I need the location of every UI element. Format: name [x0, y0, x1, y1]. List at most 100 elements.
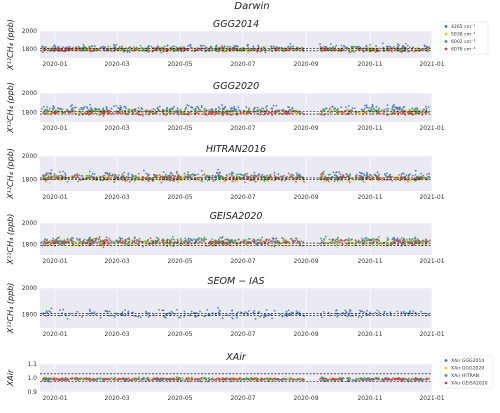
- data-point: [237, 173, 239, 176]
- x-tick-label: 2020-11: [357, 125, 382, 132]
- data-point: [288, 46, 291, 48]
- data-point: [393, 104, 395, 106]
- data-point: [52, 107, 54, 110]
- data-point: [188, 240, 191, 243]
- data-point: [324, 235, 327, 238]
- data-point: [116, 239, 118, 242]
- data-point: [242, 174, 245, 176]
- data-point: [93, 238, 96, 240]
- data-point: [353, 379, 355, 382]
- data-point: [273, 171, 276, 174]
- data-point: [343, 111, 345, 114]
- data-point: [157, 237, 160, 240]
- data-point: [252, 240, 255, 243]
- data-point: [303, 245, 305, 248]
- data-point: [264, 315, 267, 318]
- data-point: [44, 238, 46, 240]
- data-point: [121, 240, 124, 243]
- data-point: [203, 240, 206, 243]
- data-point: [348, 112, 351, 115]
- data-point: [281, 236, 283, 239]
- data-point: [101, 240, 104, 243]
- data-point: [429, 239, 431, 242]
- data-point: [152, 173, 155, 176]
- data-point: [266, 105, 268, 107]
- data-point: [408, 46, 411, 49]
- x-tick-label: 2020-05: [167, 61, 192, 68]
- x-tick-label: 2020-07: [230, 331, 255, 338]
- data-point: [214, 111, 216, 114]
- data-point: [106, 239, 109, 242]
- data-point: [133, 175, 135, 178]
- data-point: [62, 308, 64, 311]
- data-point: [200, 237, 203, 240]
- data-point: [146, 48, 149, 51]
- x-tick-label: 2020-01: [42, 61, 67, 68]
- data-point: [399, 106, 401, 109]
- data-point: [118, 174, 120, 176]
- data-point: [174, 175, 177, 178]
- data-point: [278, 109, 281, 112]
- data-point: [80, 107, 83, 109]
- data-point: [355, 45, 358, 48]
- data-point: [420, 310, 422, 313]
- data-point: [280, 179, 283, 182]
- data-point: [290, 237, 293, 240]
- data-point: [128, 51, 131, 53]
- data-point: [241, 109, 243, 112]
- data-point: [414, 236, 417, 239]
- data-point: [41, 240, 43, 243]
- data-point: [217, 106, 220, 108]
- data-point: [214, 46, 217, 48]
- data-point: [405, 238, 408, 241]
- data-point: [338, 171, 340, 174]
- data-point: [112, 105, 115, 108]
- data-point: [102, 45, 105, 48]
- data-point: [265, 110, 268, 112]
- data-point: [105, 107, 108, 109]
- data-point: [283, 47, 286, 50]
- data-point: [399, 111, 402, 114]
- data-point: [221, 243, 224, 246]
- data-point: [345, 106, 347, 108]
- plot-area: [40, 156, 432, 191]
- data-point: [134, 175, 137, 177]
- data-point: [391, 110, 394, 113]
- data-point: [363, 111, 366, 114]
- x-tick-label: 2020-01: [42, 125, 67, 132]
- data-point: [231, 239, 234, 241]
- data-point: [295, 180, 297, 183]
- data-point: [241, 174, 243, 177]
- data-point: [61, 111, 64, 114]
- data-point: [376, 241, 378, 244]
- data-point: [255, 240, 257, 243]
- data-point: [45, 310, 48, 312]
- data-point: [282, 239, 285, 242]
- data-point: [171, 107, 174, 109]
- x-tick-label: 2020-01: [42, 258, 67, 265]
- data-point: [346, 239, 348, 241]
- data-point: [272, 45, 275, 48]
- data-point: [174, 45, 177, 48]
- data-point: [117, 106, 119, 109]
- data-point: [349, 174, 351, 177]
- data-point: [187, 45, 189, 47]
- data-point: [381, 42, 384, 44]
- data-point: [333, 174, 336, 177]
- data-point: [269, 240, 272, 243]
- data-point: [89, 236, 91, 239]
- data-point: [41, 108, 43, 110]
- data-point: [106, 310, 108, 312]
- panel-title: GEISA2020: [210, 211, 263, 222]
- data-point: [170, 46, 173, 48]
- x-tick-label: 2020-07: [230, 125, 255, 132]
- data-point: [66, 238, 69, 241]
- data-point: [118, 109, 121, 112]
- data-point: [334, 107, 337, 110]
- data-point: [215, 44, 218, 47]
- data-point: [54, 109, 57, 112]
- data-point: [211, 109, 213, 111]
- data-point: [86, 106, 88, 108]
- data-point: [391, 243, 394, 245]
- data-point: [294, 239, 297, 242]
